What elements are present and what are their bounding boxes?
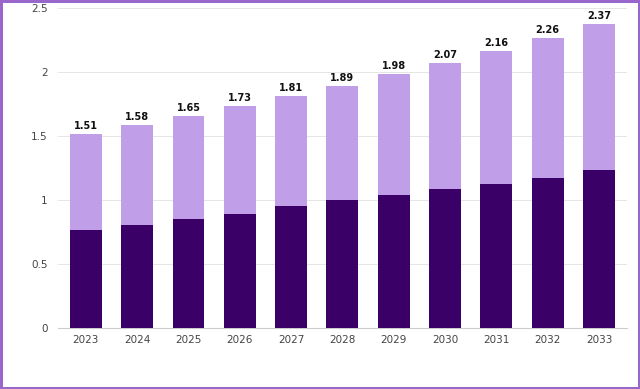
Text: The Forecasted Market: The Forecasted Market [260, 346, 378, 355]
Text: 1.98: 1.98 [381, 61, 406, 71]
Bar [583, 170, 615, 328]
Bar [173, 219, 204, 328]
Bar [326, 200, 358, 328]
Bar [275, 96, 307, 206]
Text: 1.81: 1.81 [279, 83, 303, 93]
Text: 4.6%: 4.6% [189, 344, 259, 368]
Text: 2.37: 2.37 [587, 11, 611, 21]
Bar [70, 134, 102, 230]
Bar [481, 51, 512, 184]
Bar [481, 184, 512, 328]
Bar [532, 178, 564, 328]
Text: 1.51: 1.51 [74, 121, 98, 131]
Text: market.us: market.us [536, 348, 600, 358]
Text: At the CAGR of:: At the CAGR of: [68, 360, 148, 369]
Text: 1.89: 1.89 [330, 73, 355, 82]
Bar [70, 230, 102, 328]
Bar [275, 206, 307, 328]
Text: $2.37B: $2.37B [404, 344, 502, 368]
Text: 2.07: 2.07 [433, 49, 457, 60]
Bar [224, 106, 255, 214]
Bar [583, 25, 615, 170]
Bar [378, 74, 410, 194]
Text: 1.65: 1.65 [177, 103, 200, 113]
Bar [121, 125, 153, 225]
Text: 2.16: 2.16 [484, 38, 508, 48]
Bar [326, 86, 358, 200]
Text: Size for 2033 in USD:: Size for 2033 in USD: [260, 360, 368, 369]
Text: 1.73: 1.73 [228, 93, 252, 103]
Bar [173, 116, 204, 219]
Bar [429, 189, 461, 328]
Bar [429, 63, 461, 189]
Text: The Market will Grow: The Market will Grow [68, 346, 177, 355]
Bar [378, 194, 410, 328]
Bar [532, 39, 564, 178]
Text: 2.26: 2.26 [536, 25, 559, 35]
Bar [224, 214, 255, 328]
Text: 1.58: 1.58 [125, 112, 149, 122]
Bar [121, 225, 153, 328]
